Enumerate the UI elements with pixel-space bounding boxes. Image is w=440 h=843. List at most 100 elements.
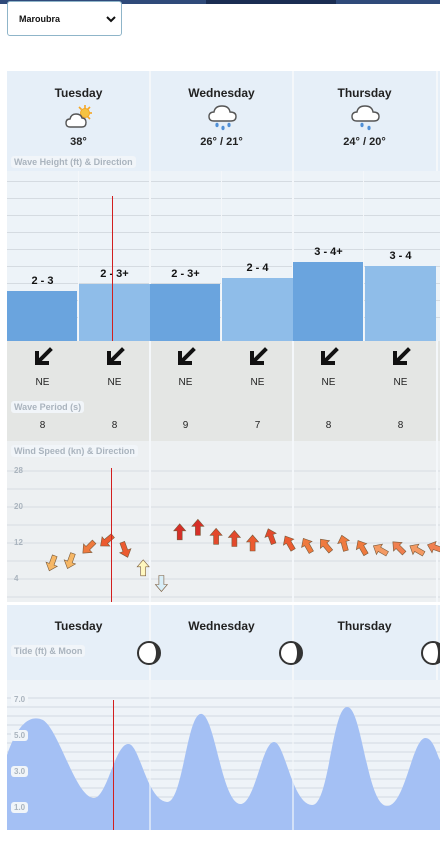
column-divider xyxy=(149,171,151,341)
wind-arrow-icon xyxy=(301,537,314,554)
gridline xyxy=(7,215,440,216)
column-divider xyxy=(436,341,438,441)
location-select[interactable]: Maroubra xyxy=(7,1,122,36)
wave-height-value: 2 - 3 xyxy=(31,275,54,287)
wind-arrow-icon xyxy=(372,543,389,557)
wind-arrow-icon xyxy=(63,552,77,569)
wind-arrow-icon xyxy=(264,528,277,546)
wave-direction: NE xyxy=(107,377,122,388)
tide-tick: 1.0 xyxy=(11,802,29,813)
wave-height-bar xyxy=(293,262,363,341)
wave-height-bar xyxy=(7,291,77,341)
wave-direction-period-row: NE 8 NE 8 NE 9 NE 7 NE 8 NE 8 Wave Period (s) xyxy=(7,341,440,441)
day-name: Tuesday xyxy=(54,619,103,633)
tide-day-wednesday: Wednesday xyxy=(150,605,293,680)
current-time-line xyxy=(113,700,114,830)
wave-height-value: 3 - 4+ xyxy=(314,246,343,258)
wind-chart-svg xyxy=(7,441,440,602)
tide-curve xyxy=(7,706,440,830)
wave-direction: NE xyxy=(178,377,193,388)
wave-height-bar xyxy=(150,284,220,341)
wind-arrow-icon xyxy=(100,533,115,547)
wind-tick: 12 xyxy=(14,538,23,547)
wind-arrow-icon xyxy=(392,541,407,556)
day-name: Thursday xyxy=(337,619,392,633)
wind-label: Wind Speed (kn) & Direction xyxy=(11,445,138,457)
day-name: Thursday xyxy=(337,86,392,100)
column-divider xyxy=(149,341,151,441)
tide-day-thursday: Thursday xyxy=(293,605,436,680)
wind-arrow-icon xyxy=(82,539,97,554)
partly-sunny-icon xyxy=(65,105,92,128)
wind-arrow-icon xyxy=(427,541,440,554)
wave-height-bar xyxy=(222,278,293,341)
arrow-down-left-icon xyxy=(79,347,150,371)
tide-tick: 7.0 xyxy=(11,694,29,705)
day-name: Tuesday xyxy=(54,86,103,100)
gridline xyxy=(7,249,440,250)
column-divider xyxy=(292,71,294,171)
wave-period-value: 8 xyxy=(39,420,46,431)
current-time-line xyxy=(111,468,112,602)
rain-cloud-icon xyxy=(351,105,380,131)
wave-period-value: 8 xyxy=(397,420,404,431)
arrow-down-left-icon xyxy=(222,347,293,371)
location-select-value: Maroubra xyxy=(19,14,61,24)
wind-arrow-icon xyxy=(355,540,369,557)
tide-day-tuesday: Tuesday xyxy=(7,605,150,680)
column-divider xyxy=(78,171,79,341)
forecast-days-header: Tuesday 38° Wednesday 26° / 21° Thursday… xyxy=(7,71,440,171)
wave-period-value: 8 xyxy=(111,420,118,431)
wind-arrow-icon xyxy=(320,538,334,554)
wave-height-value: 2 - 4 xyxy=(246,262,269,274)
column-divider xyxy=(292,341,294,441)
tide-tick: 3.0 xyxy=(11,766,29,777)
day-name: Wednesday xyxy=(188,619,255,633)
wave-height-label: Wave Height (ft) & Direction xyxy=(11,156,136,168)
wave-period-value: 8 xyxy=(325,420,332,431)
day-column-thursday: Thursday 24° / 20° xyxy=(293,71,436,171)
tide-label: Tide (ft) & Moon xyxy=(11,645,86,657)
wind-arrow-icon xyxy=(245,534,260,552)
column-divider xyxy=(221,171,222,341)
wave-direction: NE xyxy=(250,377,265,388)
wind-arrow-icon xyxy=(154,575,169,592)
current-time-line xyxy=(112,196,113,341)
gridline xyxy=(7,266,440,267)
gridline xyxy=(7,198,440,199)
wave-height-value: 2 - 3+ xyxy=(100,268,129,280)
column-divider xyxy=(363,171,364,341)
wave-period-value: 7 xyxy=(254,420,261,431)
wind-arrow-icon xyxy=(337,534,351,552)
chevron-down-icon xyxy=(106,16,116,23)
wave-height-bar xyxy=(79,284,150,341)
tide-chart: 7.0 5.0 3.0 1.0 xyxy=(7,680,440,830)
wave-period-label: Wave Period (s) xyxy=(11,401,85,413)
wind-arrow-icon xyxy=(409,543,426,557)
column-divider xyxy=(292,171,294,341)
wind-arrow-icon xyxy=(173,523,187,541)
wave-height-chart: 2 - 3 2 - 3+ 2 - 3+ 2 - 4 3 - 4+ 3 - 4 xyxy=(7,171,440,341)
moon-phase-icon xyxy=(421,641,440,665)
wave-height-bar xyxy=(365,266,436,341)
wind-arrow-icon xyxy=(191,518,205,536)
tide-days-header: Tuesday Wednesday Thursday Tide (ft) & M… xyxy=(7,605,440,680)
top-nav-active-segment xyxy=(206,0,336,4)
arrow-down-left-icon xyxy=(293,347,364,371)
wind-arrow-icon xyxy=(136,559,150,577)
moon-phase-icon xyxy=(137,641,161,665)
top-nav-bar xyxy=(0,0,440,4)
arrow-down-left-icon xyxy=(365,347,436,371)
wind-tick: 20 xyxy=(14,502,23,511)
tide-chart-svg xyxy=(7,680,440,830)
wind-tick: 4 xyxy=(14,574,19,583)
day-temperature: 24° / 20° xyxy=(343,136,386,148)
wind-arrow-icon xyxy=(118,541,132,558)
wind-tick: 28 xyxy=(14,466,23,475)
day-name: Wednesday xyxy=(188,86,255,100)
day-temperature: 38° xyxy=(70,136,87,148)
column-divider xyxy=(149,71,151,171)
gridline xyxy=(7,232,440,233)
day-temperature: 26° / 21° xyxy=(200,136,243,148)
wave-height-value: 2 - 3+ xyxy=(171,268,200,280)
